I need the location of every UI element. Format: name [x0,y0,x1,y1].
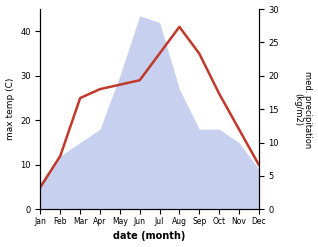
X-axis label: date (month): date (month) [114,231,186,242]
Y-axis label: med. precipitation
(kg/m2): med. precipitation (kg/m2) [293,71,313,148]
Y-axis label: max temp (C): max temp (C) [5,78,15,140]
